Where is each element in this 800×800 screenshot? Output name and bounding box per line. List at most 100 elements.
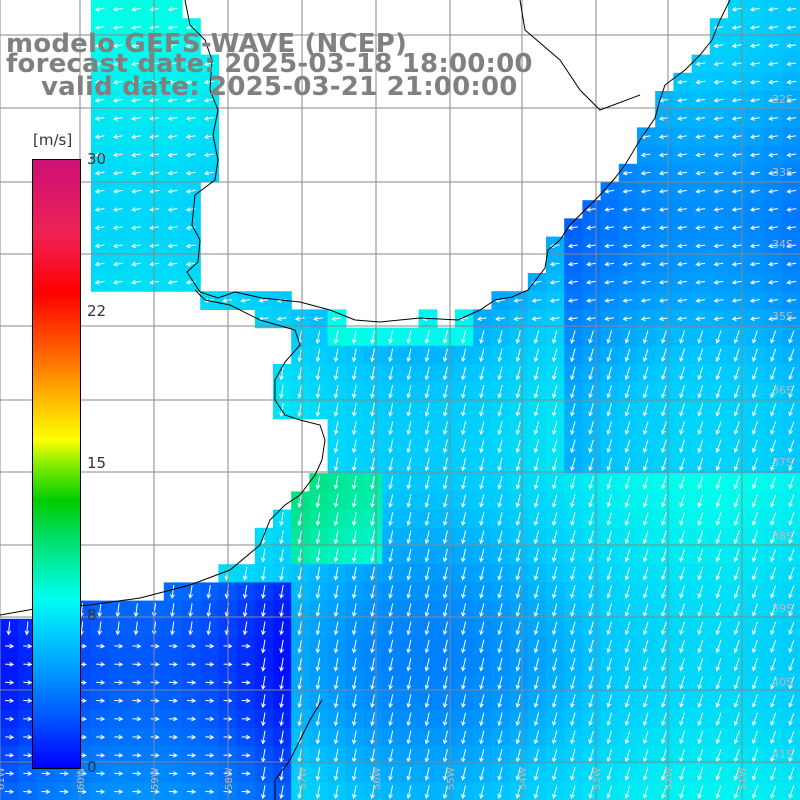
- wind-arrow-head: [513, 298, 519, 303]
- wind-arrow: [113, 280, 123, 284]
- wind-arrow: [280, 585, 284, 598]
- wind-arrow: [607, 548, 612, 562]
- wind-arrow-head: [533, 666, 539, 672]
- wind-arrow-head: [497, 593, 502, 599]
- wind-arrow-head: [27, 698, 33, 704]
- wind-arrow-head: [588, 557, 593, 563]
- wind-arrow-head: [552, 411, 557, 417]
- wind-arrow: [769, 189, 778, 193]
- wind-arrow: [734, 676, 740, 689]
- wind-arrow-head: [149, 134, 155, 140]
- wind-arrow-head: [279, 684, 284, 690]
- wind-arrow-head: [606, 357, 612, 363]
- wind-arrow-head: [533, 429, 539, 436]
- wind-arrow: [480, 566, 485, 580]
- wind-arrow: [568, 280, 578, 284]
- wind-arrow: [623, 208, 633, 211]
- wind-arrow-head: [570, 684, 575, 690]
- wind-arrow-head: [406, 575, 412, 581]
- wind-arrow-head: [370, 448, 375, 454]
- wind-arrow: [770, 730, 777, 744]
- wind-arrow: [571, 694, 576, 708]
- wind-arrow: [589, 330, 594, 344]
- wind-arrow-head: [788, 630, 793, 635]
- wind-arrow-head: [424, 794, 430, 800]
- wind-arrow: [334, 767, 339, 780]
- wind-arrow-head: [424, 339, 430, 345]
- wind-arrow-head: [333, 648, 339, 654]
- wind-arrow: [462, 366, 467, 380]
- wind-arrow-head: [731, 25, 737, 30]
- wind-arrow: [298, 348, 302, 362]
- wind-arrow-head: [388, 557, 393, 563]
- wind-arrow-head: [788, 484, 793, 490]
- wind-arrow: [389, 530, 394, 544]
- wind-arrow-head: [406, 684, 412, 690]
- wind-arrow-head: [261, 684, 266, 690]
- wind-arrow: [316, 730, 321, 744]
- wind-arrow: [625, 330, 631, 344]
- wind-arrow-head: [768, 298, 773, 303]
- wind-arrow-head: [149, 116, 155, 121]
- wind-arrow: [552, 512, 558, 526]
- wind-arrow-head: [552, 793, 557, 800]
- wind-arrow: [661, 548, 667, 562]
- wind-arrow-head: [94, 25, 100, 30]
- wind-arrow: [552, 767, 558, 780]
- wind-arrow: [752, 767, 758, 780]
- wind-arrow-head: [479, 393, 484, 399]
- wind-arrow-head: [679, 466, 684, 472]
- wind-arrow: [769, 153, 778, 156]
- wind-arrow: [568, 299, 578, 302]
- wind-arrow-head: [588, 684, 593, 690]
- wind-arrow: [462, 730, 467, 744]
- wind-arrow: [98, 621, 102, 635]
- wind-arrow-head: [191, 716, 197, 722]
- wind-arrow: [752, 567, 758, 580]
- wind-arrow: [661, 475, 667, 489]
- wind-arrow-head: [515, 721, 521, 727]
- wind-arrow: [389, 748, 394, 762]
- wind-arrow: [316, 585, 321, 598]
- wind-arrow-head: [167, 225, 173, 231]
- wind-arrow-head: [167, 152, 173, 158]
- wind-arrow: [734, 566, 740, 580]
- wind-arrow-head: [479, 557, 484, 563]
- wind-arrow: [571, 748, 576, 762]
- wind-arrow: [389, 384, 394, 398]
- wind-arrow: [571, 457, 576, 471]
- wind-arrow: [680, 657, 685, 671]
- wind-arrow-head: [679, 611, 684, 617]
- wind-arrow: [643, 403, 649, 416]
- wind-arrow: [698, 421, 704, 435]
- wind-arrow: [186, 62, 196, 65]
- wind-arrow-head: [715, 684, 721, 690]
- wind-arrow: [371, 421, 375, 435]
- wind-arrow-head: [424, 539, 430, 545]
- wind-arrow: [714, 135, 724, 138]
- wind-arrow-head: [622, 280, 628, 285]
- wind-arrow-head: [315, 593, 321, 599]
- wind-arrow-head: [442, 448, 448, 454]
- wind-arrow: [168, 153, 178, 156]
- wind-arrow: [113, 135, 123, 138]
- wind-arrow-head: [424, 430, 430, 436]
- wind-arrow: [571, 639, 576, 653]
- wind-arrow: [168, 117, 178, 120]
- wind-arrow: [262, 694, 266, 708]
- wind-arrow: [298, 639, 302, 653]
- wind-arrow-head: [203, 152, 209, 158]
- wind-arrow: [716, 384, 722, 398]
- wind-arrow: [659, 135, 669, 138]
- wind-arrow: [605, 208, 615, 211]
- wind-arrow: [571, 712, 576, 726]
- wind-arrow: [698, 512, 704, 526]
- wind-arrow-head: [370, 775, 375, 781]
- wind-arrow-head: [461, 466, 466, 472]
- wind-arrow: [168, 135, 178, 138]
- wind-arrow: [80, 621, 84, 635]
- wind-arrow: [186, 226, 196, 229]
- wind-arrow-head: [315, 684, 321, 690]
- wind-arrow: [204, 153, 214, 156]
